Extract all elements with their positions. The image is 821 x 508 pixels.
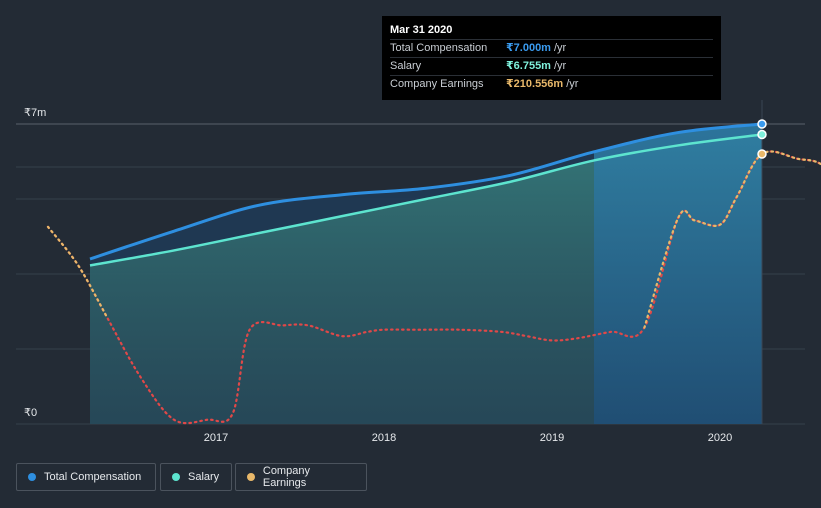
tooltip: Mar 31 2020 Total Compensation ₹7.000m /… <box>382 16 721 100</box>
tooltip-unit: /yr <box>566 78 579 90</box>
tooltip-row-total: Total Compensation ₹7.000m /yr <box>390 39 713 57</box>
legend-salary[interactable]: Salary <box>160 463 232 491</box>
tooltip-value: ₹6.755m <box>506 60 551 72</box>
company-earnings-point <box>757 149 767 159</box>
legend-dot-icon <box>28 473 36 481</box>
legend-company-earnings[interactable]: Company Earnings <box>235 463 367 491</box>
tooltip-label: Salary <box>390 60 422 72</box>
total-compensation-point <box>757 119 767 129</box>
x-tick-label: 2019 <box>540 432 564 444</box>
tooltip-unit: /yr <box>553 60 567 72</box>
salary-line <box>89 133 763 267</box>
salary-point <box>757 129 767 140</box>
tooltip-row-salary: Salary ₹6.755m /yr <box>390 57 713 75</box>
x-tick-label: 2017 <box>204 432 228 444</box>
x-tick-label: 2018 <box>372 432 396 444</box>
legend-label: Total Compensation <box>44 471 142 483</box>
company-earnings-line-positive <box>46 225 108 318</box>
legend-total-compensation[interactable]: Total Compensation <box>16 463 156 491</box>
legend-label: Salary <box>188 471 220 483</box>
tooltip-value: ₹7.000m <box>506 42 551 54</box>
tooltip-value: ₹210.556m <box>506 78 564 90</box>
legend-dot-icon <box>172 473 180 481</box>
y-tick-label: ₹0 <box>24 407 37 419</box>
recent-period-highlight <box>594 124 762 424</box>
tooltip-row-earnings: Company Earnings ₹210.556m /yr <box>390 75 713 93</box>
tooltip-label: Company Earnings <box>390 78 484 90</box>
company-earnings-line-positive <box>643 150 821 329</box>
x-tick-label: 2020 <box>708 432 732 444</box>
tooltip-label: Total Compensation <box>390 42 488 54</box>
tooltip-unit: /yr <box>553 42 567 54</box>
legend-label: Company Earnings <box>262 465 310 489</box>
legend-dot-icon <box>247 473 255 481</box>
tooltip-date: Mar 31 2020 <box>390 24 453 36</box>
total-compensation-line <box>89 122 763 261</box>
y-tick-label: ₹7m <box>24 107 46 119</box>
